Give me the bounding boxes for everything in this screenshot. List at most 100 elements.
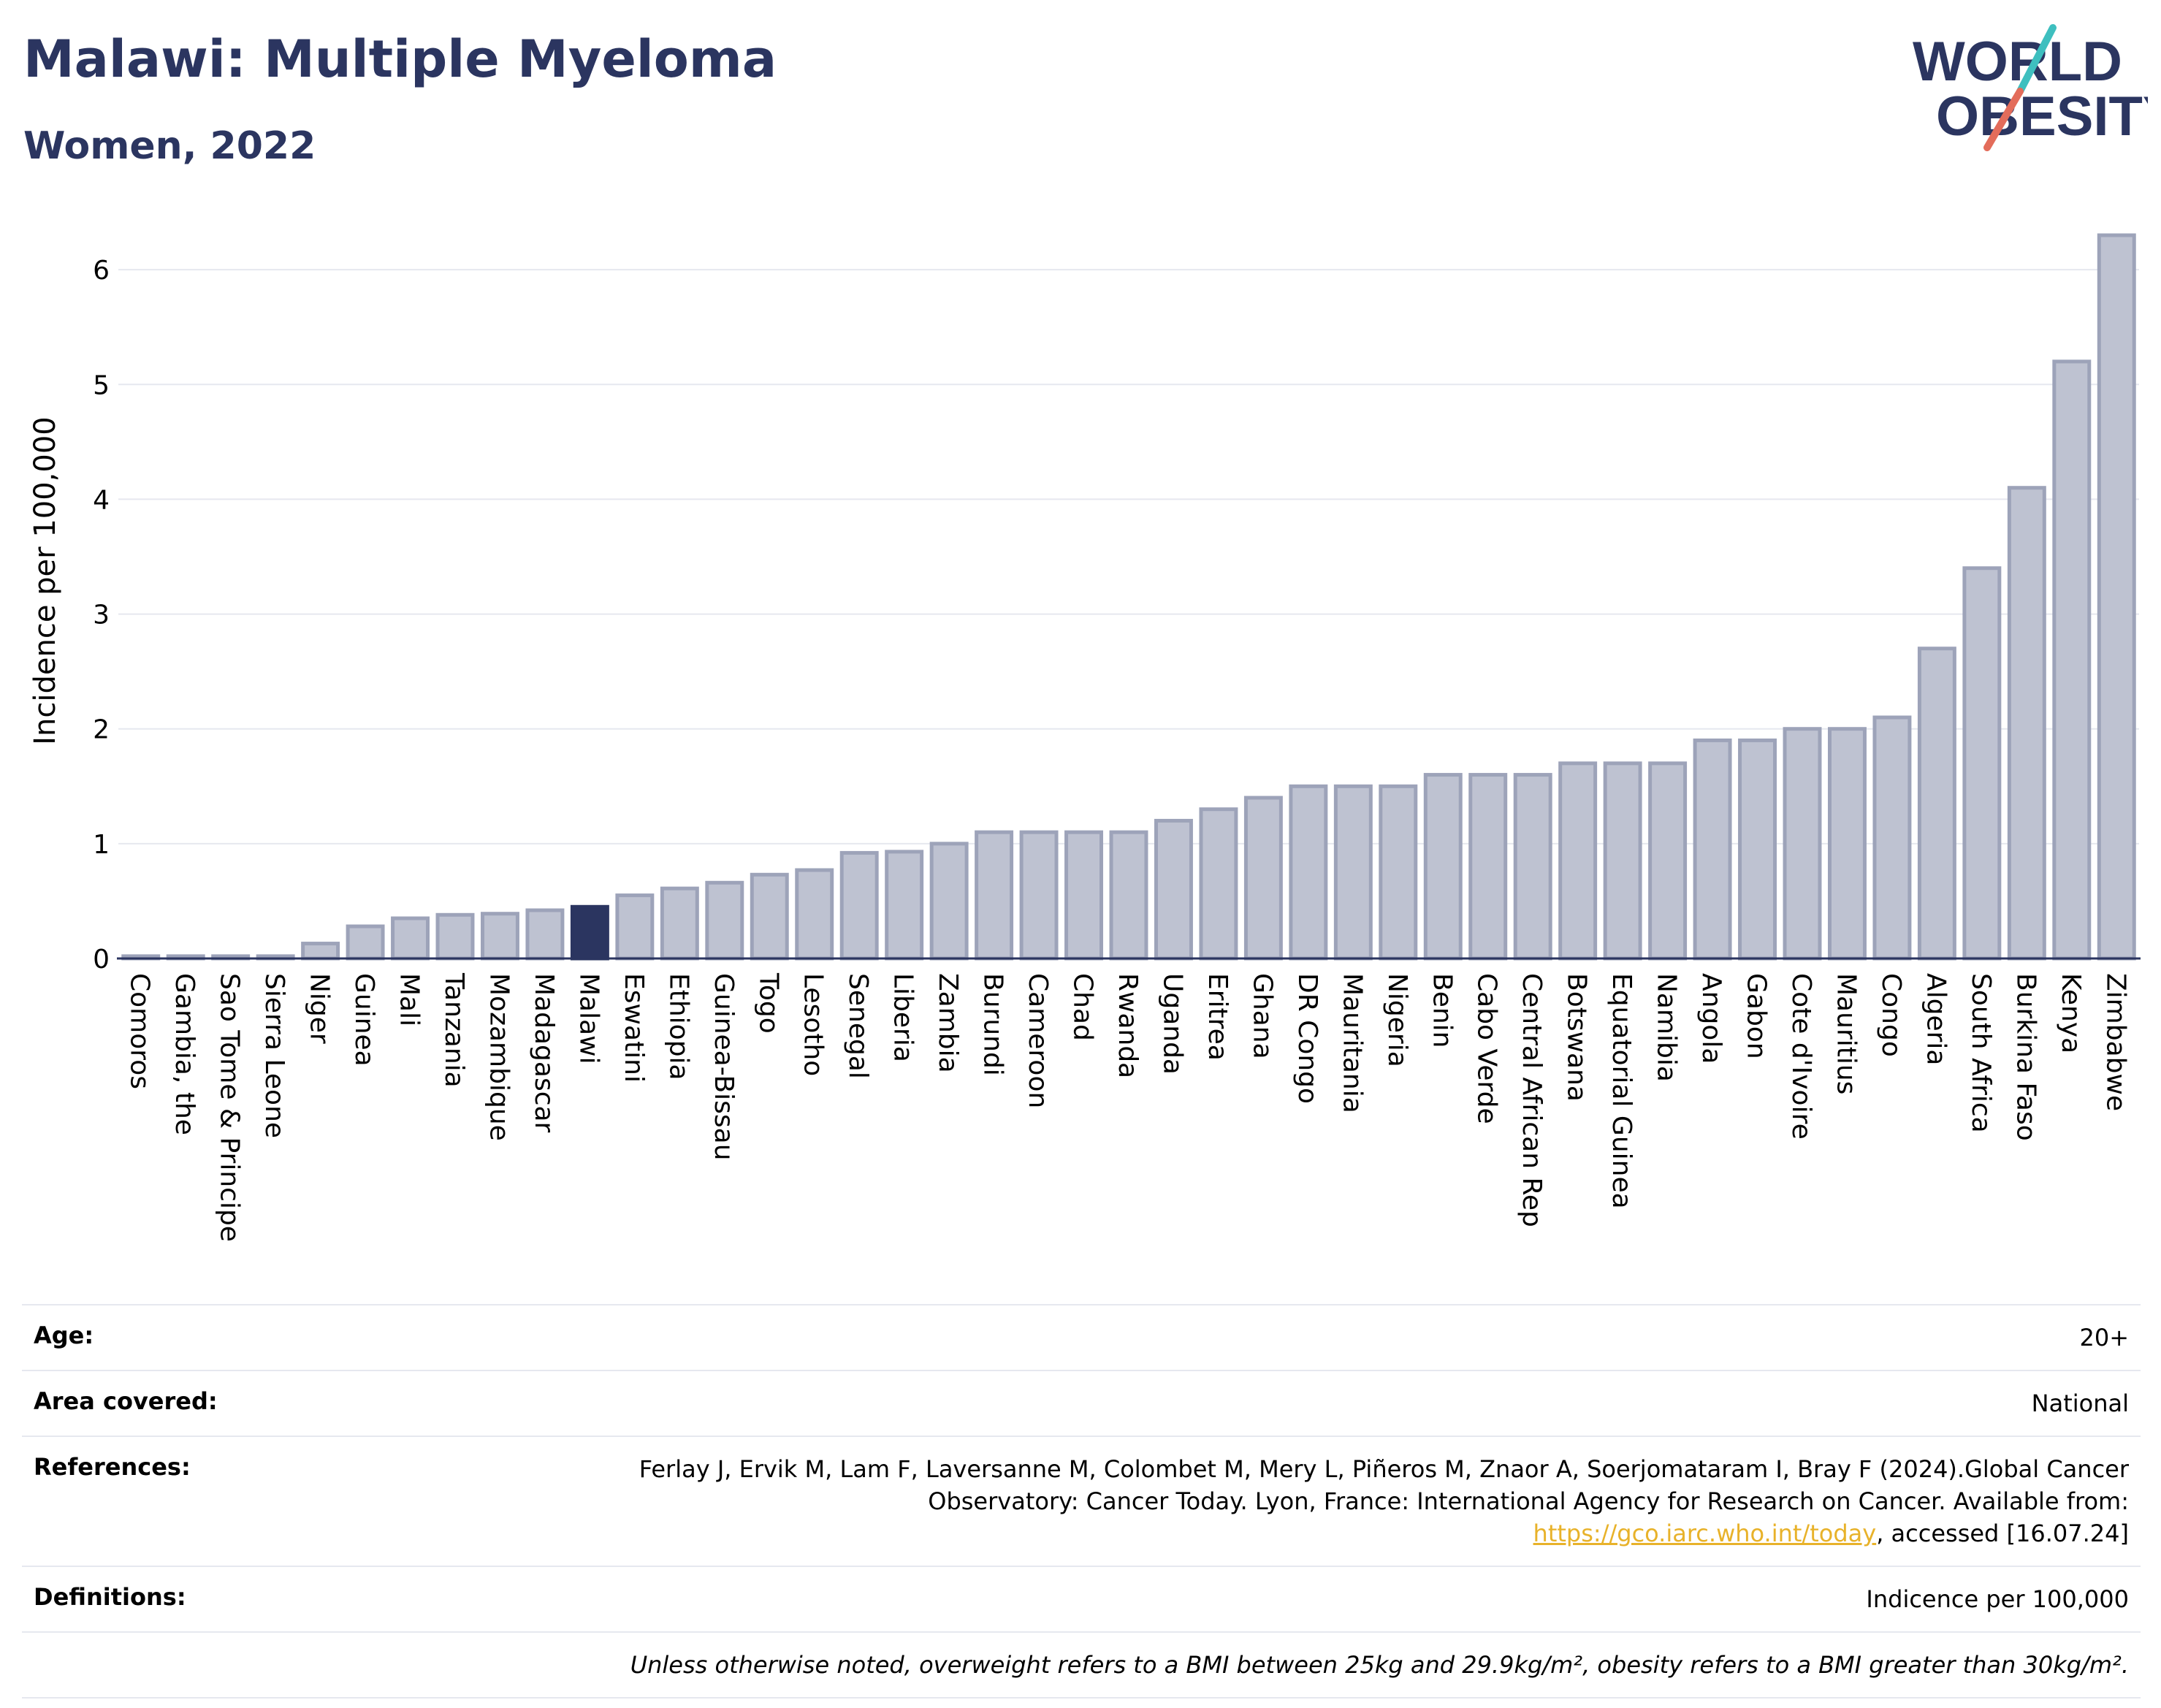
bar-dr-congo (1289, 784, 1328, 961)
bar-burundi (975, 830, 1014, 961)
meta-row-definitions: Definitions: Indicence per 100,000 (22, 1566, 2141, 1631)
x-tick-label: Sierra Leone (259, 973, 289, 1138)
x-tick-label: Gambia, the (169, 973, 199, 1135)
meta-label: Definitions: (34, 1583, 186, 1611)
bar-guinea (346, 924, 385, 961)
bar-madagascar (525, 908, 565, 961)
x-tick-label: Central African Rep (1517, 973, 1547, 1227)
bar-gabon (1738, 738, 1777, 961)
x-tick-label: Zambia (933, 973, 963, 1073)
bar-algeria (1917, 647, 1956, 961)
meta-row-references: References: Ferlay J, Ervik M, Lam F, La… (22, 1436, 2141, 1566)
y-axis-ticks: 0 1 2 3 4 5 6 (93, 256, 110, 975)
bar-congo (1872, 715, 1912, 961)
bar-central-african-rep (1513, 773, 1552, 961)
bar-kenya (2052, 359, 2092, 961)
bar-cabo-verde (1468, 773, 1508, 961)
meta-value: Ferlay J, Ervik M, Lam F, Laversanne M, … (631, 1453, 2129, 1549)
x-tick-label: Chad (1068, 973, 1098, 1041)
bar-uganda (1154, 818, 1193, 961)
page-subtitle: Women, 2022 (23, 124, 316, 168)
bars (121, 233, 2136, 961)
x-tick-label: Nigeria (1382, 973, 1412, 1067)
x-tick-label: Madagascar (529, 973, 559, 1133)
x-tick-label: Equatorial Guinea (1607, 973, 1636, 1209)
x-tick-label: Niger (305, 973, 335, 1044)
bar-cameroon (1019, 830, 1059, 961)
x-axis-ticks: Comoros Gambia, the Sao Tome & Principe Sie… (125, 972, 2131, 1242)
x-tick-label: Eritrea (1203, 973, 1232, 1061)
x-tick-label: Sao Tome & Principe (215, 973, 245, 1242)
y-tick-label: 2 (93, 715, 110, 745)
x-tick-label: Gabon (1742, 973, 1772, 1059)
meta-row-note: Unless otherwise noted, overweight refer… (22, 1631, 2141, 1699)
y-tick-label: 0 (93, 945, 110, 975)
bar-eritrea (1199, 807, 1238, 961)
y-tick-label: 6 (93, 256, 110, 286)
reference-suffix: , accessed [16.07.24] (1876, 1520, 2129, 1547)
meta-row-area: Area covered: National (22, 1370, 2141, 1436)
x-tick-label: Guinea-Bissau (709, 973, 739, 1161)
bar-chad (1064, 830, 1104, 961)
x-tick-label: Cameroon (1023, 973, 1053, 1108)
bar-equatorial-guinea (1603, 761, 1642, 961)
x-tick-label: Ghana (1247, 973, 1277, 1059)
bar-zimbabwe (2097, 233, 2136, 961)
x-tick-label: Botswana (1562, 973, 1592, 1102)
logo-line1: WORLD (1913, 31, 2122, 93)
x-tick-label: Mali (395, 973, 424, 1026)
x-tick-label: Cabo Verde (1472, 973, 1502, 1124)
world-obesity-logo: WORLD OBESITY (1913, 24, 2148, 151)
page-title: Malawi: Multiple Myeloma (23, 29, 777, 89)
bar-benin (1423, 773, 1463, 961)
x-tick-label: Kenya (2056, 973, 2086, 1053)
y-tick-label: 5 (93, 370, 110, 400)
meta-row-age: Age: 20+ (22, 1304, 2141, 1370)
x-tick-label: Mauritius (1831, 973, 1861, 1094)
meta-value: 20+ (2079, 1324, 2129, 1351)
logo-line2: OBESITY (1936, 85, 2148, 148)
bar-eswatini (615, 893, 655, 961)
x-tick-label: Rwanda (1113, 973, 1143, 1078)
bar-mauritania (1333, 784, 1373, 961)
x-tick-label: Tanzania (439, 972, 469, 1088)
bar-senegal (839, 850, 879, 961)
bar-chart: 0 1 2 3 4 5 6 Incidence per 100,000 Comoros Gam… (28, 233, 2141, 1242)
x-tick-label: Ethiopia (663, 973, 693, 1080)
meta-label: References: (34, 1453, 191, 1481)
bar-ghana (1243, 796, 1283, 961)
x-tick-label: Mozambique (484, 973, 514, 1141)
meta-label: Area covered: (34, 1387, 218, 1415)
bar-angola (1693, 738, 1732, 961)
reference-link[interactable]: https://gco.iarc.who.int/today (1533, 1520, 1877, 1547)
x-tick-label: Congo (1876, 973, 1906, 1057)
bar-mali (391, 916, 430, 961)
y-tick-label: 3 (93, 601, 110, 630)
x-tick-label: Malawi (573, 973, 603, 1064)
bar-zambia (929, 842, 969, 961)
x-tick-label: Lesotho (799, 973, 828, 1076)
x-tick-label: Togo (753, 972, 783, 1034)
bar-mauritius (1827, 727, 1867, 961)
bar-lesotho (795, 868, 834, 961)
x-tick-label: Algeria (1921, 973, 1951, 1066)
x-tick-label: Angola (1696, 973, 1726, 1064)
x-tick-label: South Africa (1966, 973, 1996, 1133)
bar-nigeria (1379, 784, 1418, 961)
x-tick-label: Senegal (843, 973, 873, 1079)
bar-namibia (1648, 761, 1688, 961)
bar-tanzania (435, 912, 475, 961)
x-tick-label: Zimbabwe (2100, 973, 2130, 1111)
x-tick-label: Comoros (125, 973, 155, 1089)
meta-value: National (2031, 1389, 2129, 1417)
x-tick-label: Eswatini (619, 973, 649, 1083)
x-tick-label: Namibia (1652, 973, 1682, 1082)
bar-ethiopia (660, 886, 699, 961)
y-axis-label: Incidence per 100,000 (28, 416, 62, 745)
meta-table: Age: 20+ Area covered: National Referenc… (22, 1304, 2141, 1699)
bar-south-africa (1962, 566, 2002, 961)
bar-liberia (885, 850, 924, 961)
x-tick-label: Burundi (978, 973, 1008, 1076)
x-tick-label: Burkina Faso (2011, 973, 2040, 1141)
x-tick-label: Benin (1427, 973, 1457, 1048)
